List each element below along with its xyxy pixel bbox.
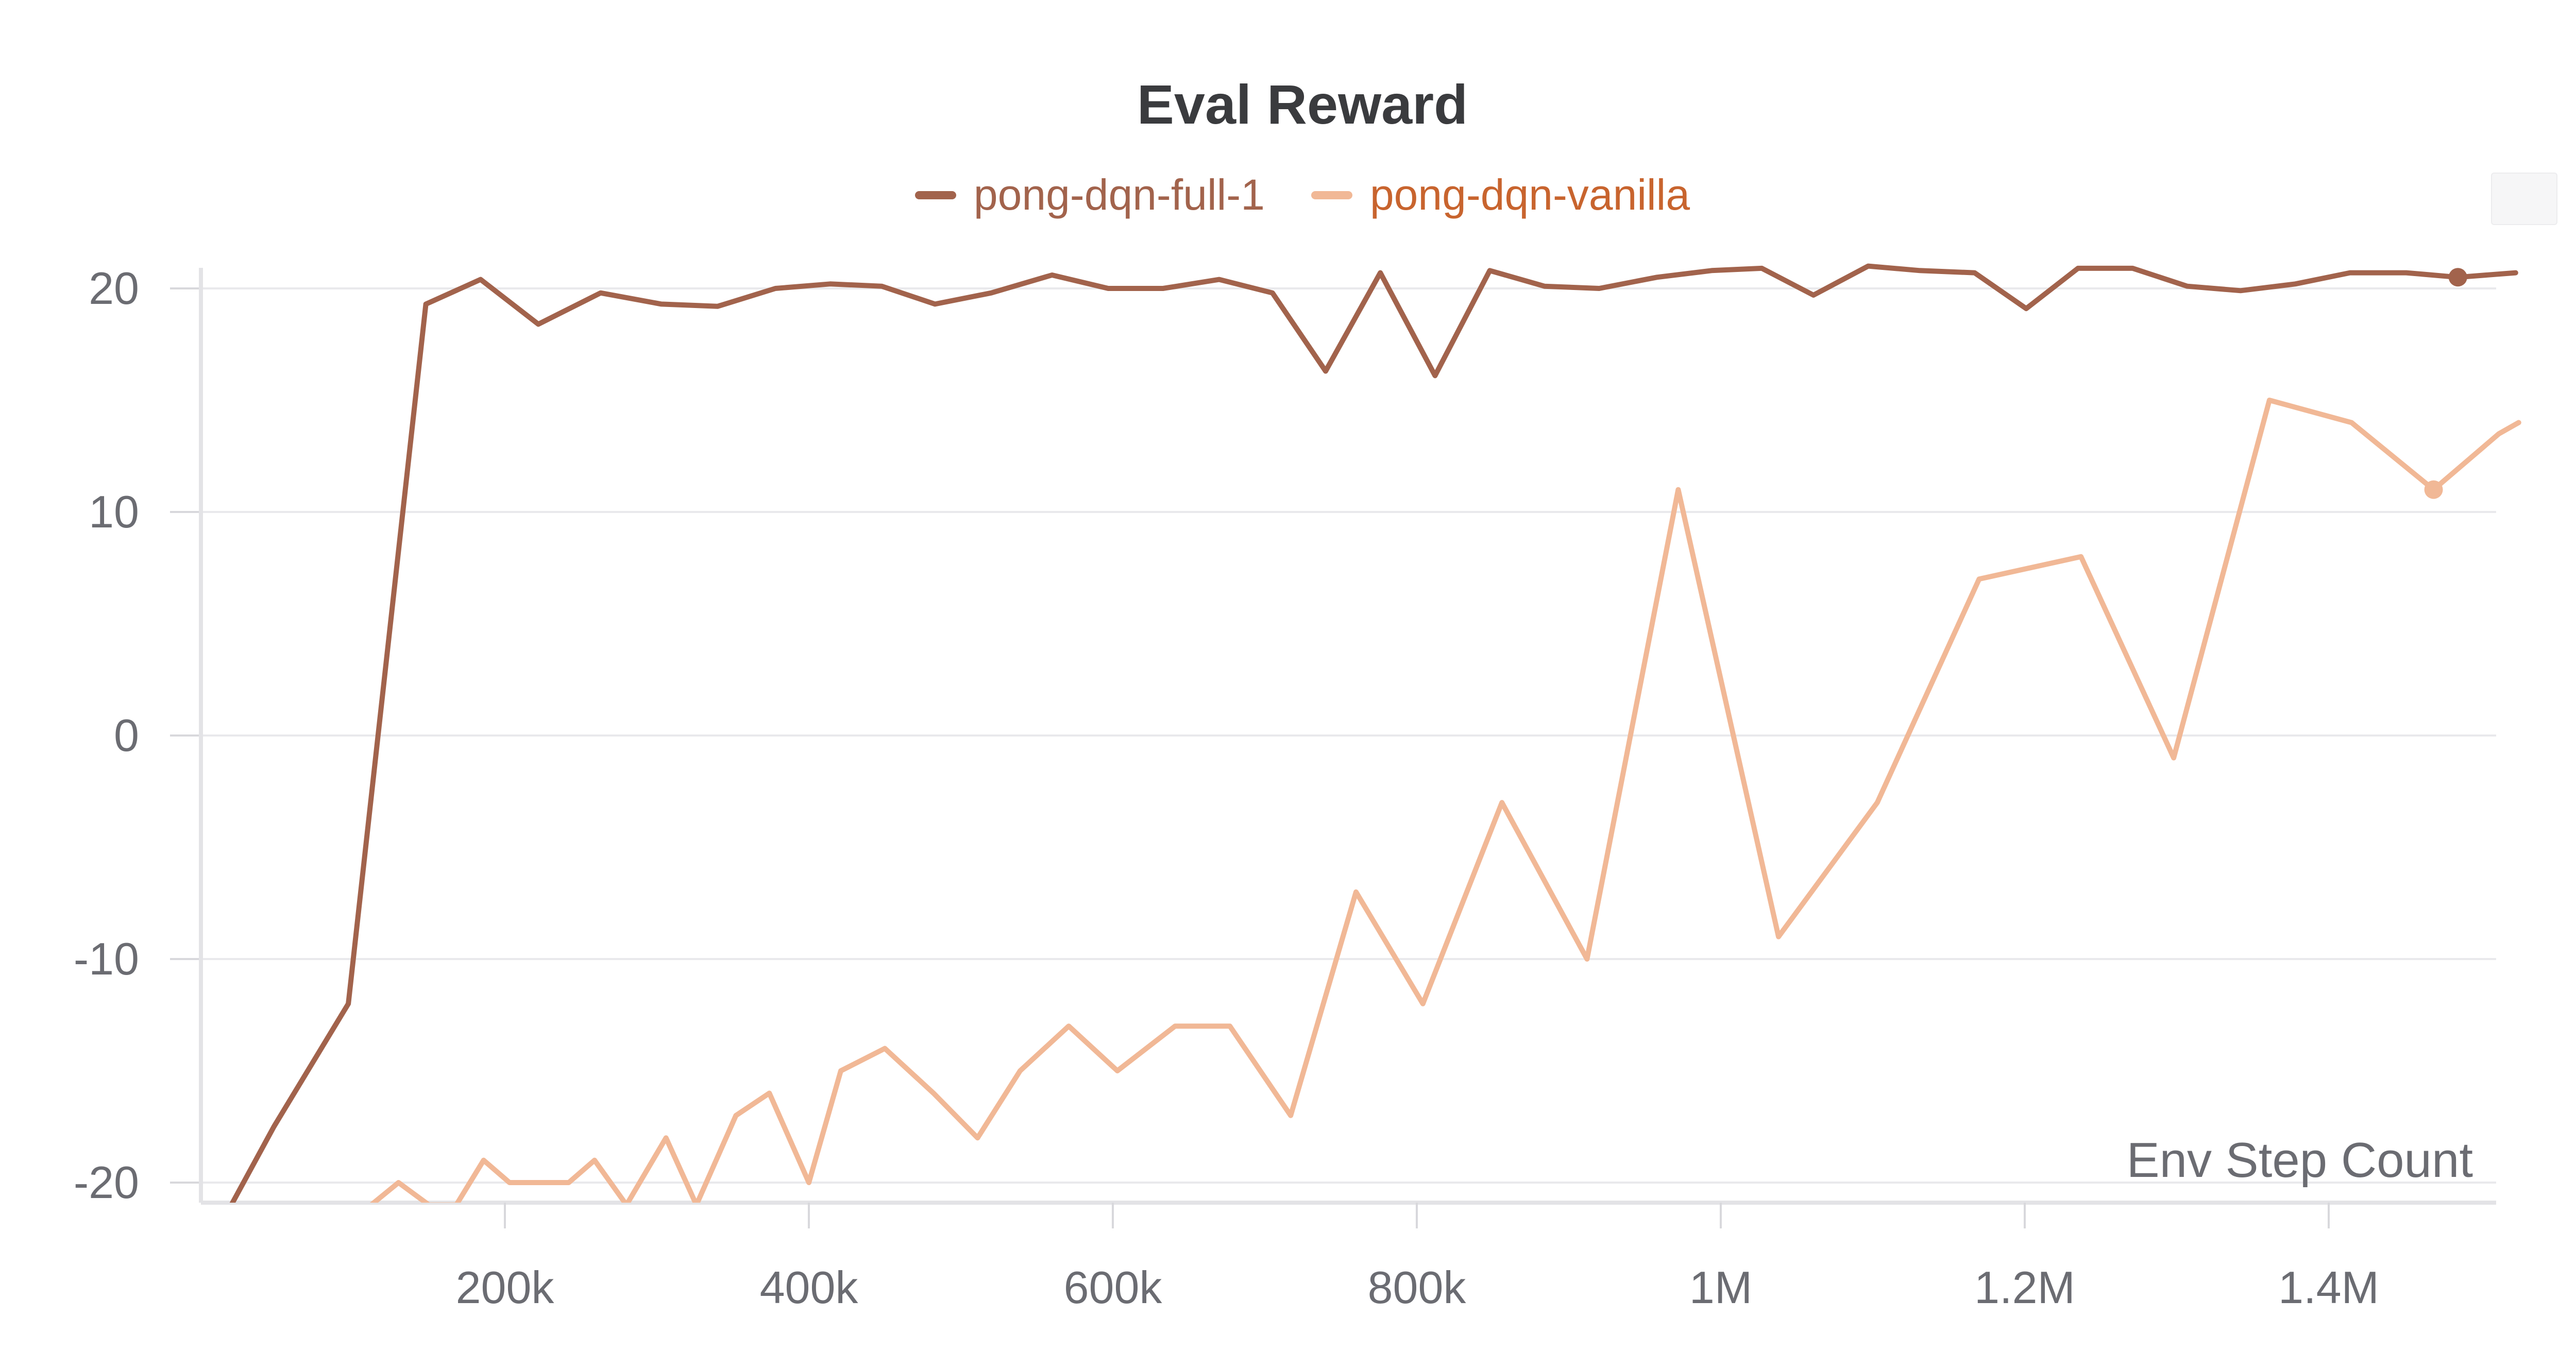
legend-label-series-0: pong-dqn-full-1 bbox=[973, 170, 1265, 219]
y-tick-label-1: 10 bbox=[89, 486, 139, 537]
legend-label-series-1: pong-dqn-vanilla bbox=[1369, 170, 1690, 219]
x-axis-label: Env Step Count bbox=[2127, 1133, 2473, 1188]
panel-options-button[interactable] bbox=[2491, 173, 2557, 225]
y-tick-label-2: 0 bbox=[114, 710, 139, 761]
x-tick-label-2: 600k bbox=[1064, 1262, 1163, 1313]
series-layer bbox=[229, 263, 2521, 1205]
x-tick-label-5: 1.2M bbox=[1974, 1262, 2075, 1313]
x-tick-label-3: 800k bbox=[1368, 1262, 1467, 1313]
y-tick-label-0: 20 bbox=[89, 263, 139, 314]
grid-layer bbox=[201, 287, 2496, 1184]
series-0-hover-marker bbox=[2448, 268, 2467, 287]
x-tick-label-4: 1M bbox=[1689, 1262, 1752, 1313]
y-tick-label-3: -10 bbox=[74, 933, 139, 984]
axis-layer: 20 10 0 -10 -20 200k 400k 600k 800k 1M 1.2M 1.4M bbox=[74, 263, 2496, 1313]
series-line-1[interactable] bbox=[369, 398, 2521, 1205]
legend-swatch-series-1 bbox=[1311, 191, 1352, 199]
legend: pong-dqn-full-1 pong-dqn-vanilla bbox=[0, 170, 2576, 220]
series-1-hover-marker bbox=[2424, 480, 2443, 499]
legend-item-series-1[interactable]: pong-dqn-vanilla bbox=[1311, 170, 1690, 220]
legend-swatch-series-0 bbox=[914, 191, 956, 199]
x-tick-label-1: 400k bbox=[760, 1262, 859, 1313]
x-tick-label-6: 1.4M bbox=[2278, 1262, 2379, 1313]
legend-item-series-0[interactable]: pong-dqn-full-1 bbox=[914, 170, 1265, 220]
y-tick-label-4: -20 bbox=[74, 1157, 139, 1208]
chart-title: Eval Reward bbox=[1137, 73, 1468, 135]
series-line-0[interactable] bbox=[229, 263, 2518, 1205]
x-tick-label-0: 200k bbox=[456, 1262, 555, 1313]
